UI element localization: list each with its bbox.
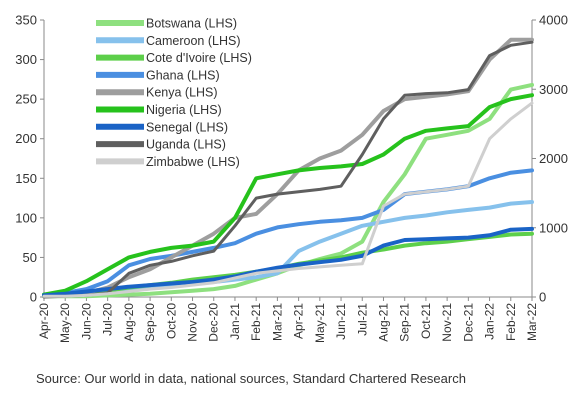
- legend-label: Cote d'Ivoire (LHS): [146, 51, 252, 65]
- series-line-uganda-lhs: [42, 40, 534, 299]
- x-tick-label: Nov-20: [186, 303, 200, 342]
- x-tick-label: May-20: [58, 303, 72, 343]
- tick-labels: 0 50 100 150 200 250 300 350 0 1000 2000 3000 4000 Ap…: [15, 13, 568, 344]
- right-y-tick-label: 3000: [539, 82, 568, 97]
- legend-label: Kenya (LHS): [146, 86, 218, 100]
- series-lines: [42, 37, 534, 299]
- x-tick-label: Apr-21: [292, 303, 306, 339]
- x-tick-label: Dec-21: [461, 303, 475, 342]
- series-line-senegal-lhs: [42, 226, 534, 298]
- x-tick-label: May-21: [313, 303, 327, 343]
- right-y-tick-label: 1000: [539, 220, 568, 235]
- x-tick-label: Mar-21: [270, 303, 284, 341]
- legend-label: Uganda (LHS): [146, 138, 226, 152]
- legend-label: Zimbabwe (LHS): [146, 155, 240, 169]
- x-tick-label: Jan-21: [228, 303, 242, 340]
- legend-label: Ghana (LHS): [146, 68, 220, 82]
- series-line-kenya-lhs: [42, 37, 534, 298]
- right-y-tick-label: 0: [539, 290, 546, 305]
- x-tick-label: Feb-21: [249, 303, 263, 341]
- x-tick-label: Sep-20: [143, 303, 157, 342]
- left-y-tick-label: 350: [15, 13, 37, 28]
- axes: [40, 19, 536, 301]
- legend: Botswana (LHS) Cameroon (LHS) Cote d'Ivoir…: [96, 17, 252, 169]
- left-y-tick-label: 0: [30, 290, 37, 305]
- x-tick-label: Oct-20: [164, 303, 178, 339]
- x-tick-label: Apr-20: [37, 303, 51, 339]
- x-tick-label: Feb-22: [504, 303, 518, 341]
- left-y-tick-label: 150: [15, 171, 37, 186]
- source-note: Source: Our world in data, national sour…: [36, 371, 466, 386]
- series-line-nigeria-lhs: [42, 93, 534, 297]
- left-y-tick-label: 50: [23, 250, 37, 265]
- x-tick-label: Mar-22: [525, 303, 539, 341]
- series-line-zimbabwe-lhs: [42, 101, 534, 298]
- left-y-tick-label: 200: [15, 131, 37, 146]
- x-tick-label: Jun-20: [79, 303, 93, 340]
- x-tick-label: Nov-21: [440, 303, 454, 342]
- legend-label: Nigeria (LHS): [146, 103, 222, 117]
- x-tick-label: Aug-20: [122, 303, 136, 342]
- x-tick-label: Aug-21: [376, 303, 390, 342]
- x-tick-label: Dec-20: [207, 303, 221, 342]
- x-tick-label: Jul-21: [355, 303, 369, 336]
- x-tick-label: Oct-21: [419, 303, 433, 339]
- right-y-tick-label: 2000: [539, 151, 568, 166]
- x-tick-label: Jul-20: [101, 303, 115, 336]
- left-y-tick-label: 100: [15, 210, 37, 225]
- right-y-tick-label: 4000: [539, 13, 568, 28]
- x-tick-label: Jun-21: [334, 303, 348, 340]
- legend-label: Senegal (LHS): [146, 120, 228, 134]
- x-tick-label: Jan-22: [483, 303, 497, 340]
- left-y-tick-label: 250: [15, 92, 37, 107]
- legend-label: Cameroon (LHS): [146, 34, 240, 48]
- x-tick-label: Sep-21: [398, 303, 412, 342]
- left-y-tick-label: 300: [15, 52, 37, 67]
- legend-label: Botswana (LHS): [146, 17, 237, 31]
